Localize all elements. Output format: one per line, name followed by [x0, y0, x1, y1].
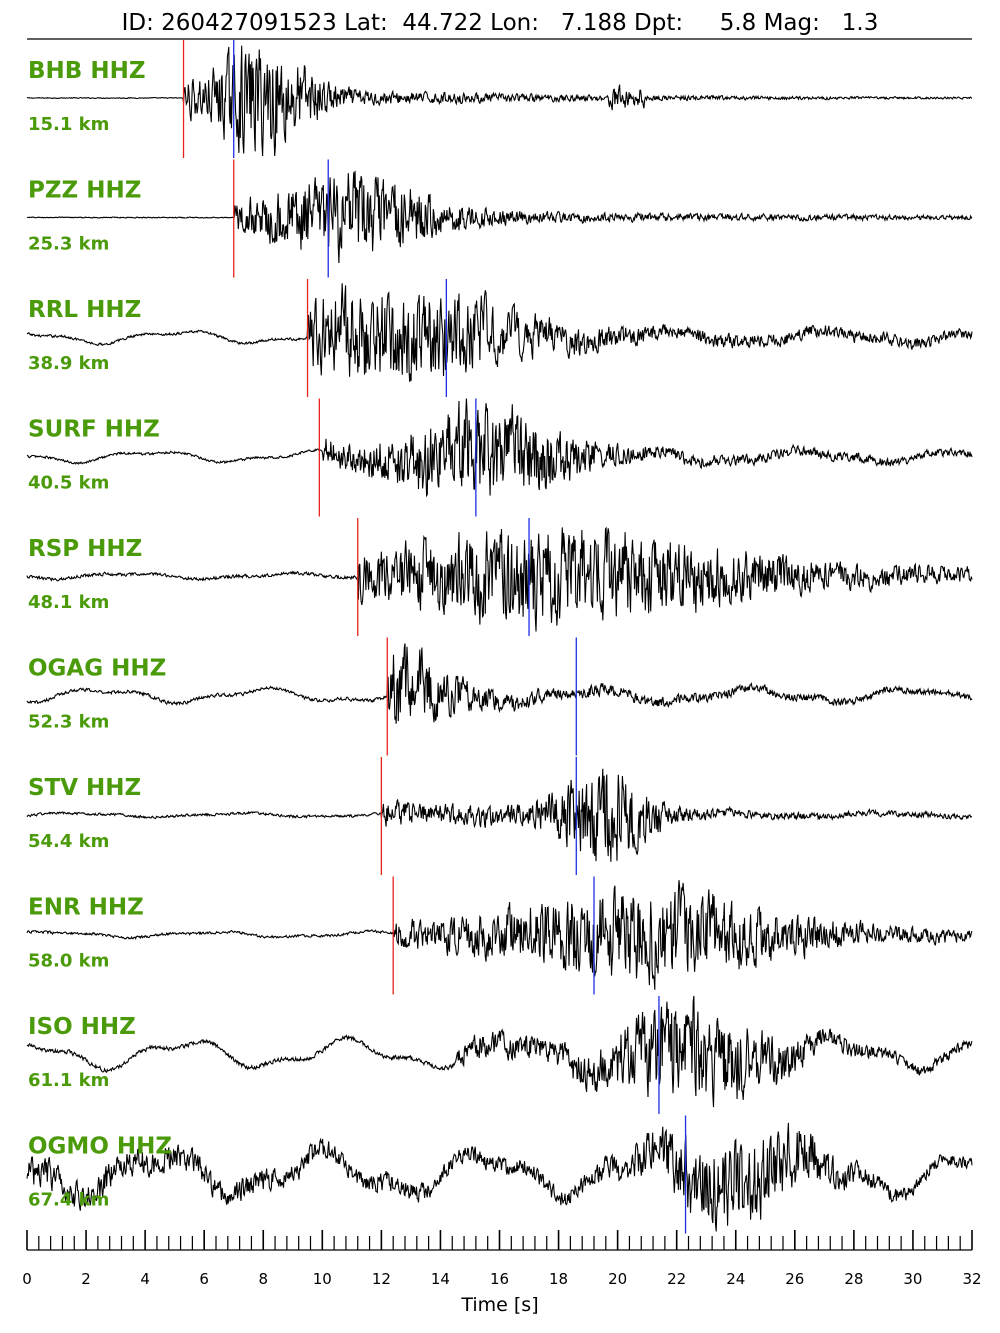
distance-label: 15.1 km	[28, 114, 109, 135]
x-tick-label: 8	[258, 1270, 268, 1288]
trace-panel-surf: SURF HHZ 40.5 km	[26, 398, 973, 517]
waveform-iso	[26, 995, 973, 1108]
x-tick-label: 2	[81, 1270, 91, 1288]
x-tick-label: 22	[667, 1270, 686, 1288]
trace-panel-rrl: RRL HHZ 38.9 km	[26, 279, 973, 397]
trace-panel-iso: ISO HHZ 61.1 km	[26, 995, 973, 1114]
x-tick-label: 12	[372, 1270, 391, 1288]
x-tick-label: 16	[490, 1270, 509, 1288]
x-tick-label: 6	[199, 1270, 209, 1288]
x-tick-label: 10	[313, 1270, 332, 1288]
distance-label: 54.4 km	[28, 831, 109, 852]
waveform-pzz	[26, 170, 973, 264]
distance-label: 67.4 km	[28, 1190, 109, 1211]
x-tick-label: 20	[608, 1270, 627, 1288]
trace-panel-rsp: RSP HHZ 48.1 km	[26, 518, 973, 636]
trace-panel-ogag: OGAG HHZ 52.3 km	[26, 637, 973, 756]
time-axis: 0 2 4 6 8 10 12 14 16 18 20 22 24 26 28 30 32	[22, 1230, 982, 1288]
distance-label: 58.0 km	[28, 951, 109, 972]
event-title: ID: 260427091523 Lat: 44.722 Lon: 7.188 …	[122, 10, 879, 36]
distance-label: 25.3 km	[28, 234, 109, 255]
distance-label: 48.1 km	[28, 592, 109, 613]
x-tick-label: 18	[549, 1270, 568, 1288]
x-tick-label: 14	[431, 1270, 450, 1288]
waveform-stv	[26, 768, 972, 862]
waveform-bhb	[26, 45, 972, 157]
station-label: OGAG HHZ	[28, 656, 166, 682]
trace-panel-stv: STV HHZ 54.4 km	[26, 757, 972, 875]
station-label: BHB HHZ	[28, 58, 146, 84]
station-label: PZZ HHZ	[28, 178, 141, 204]
x-tick-label: 0	[22, 1270, 32, 1288]
distance-label: 61.1 km	[28, 1070, 109, 1091]
trace-panel-enr: ENR HHZ 58.0 km	[26, 876, 973, 995]
x-tick-label: 4	[140, 1270, 150, 1288]
trace-panel-pzz: PZZ HHZ 25.3 km	[26, 159, 973, 278]
waveform-ogmo	[26, 1122, 973, 1232]
waveform-rrl	[26, 283, 973, 382]
waveform-enr	[26, 880, 973, 990]
x-tick-label: 26	[785, 1270, 804, 1288]
distance-label: 38.9 km	[28, 353, 109, 374]
distance-label: 40.5 km	[28, 473, 109, 494]
trace-panels: BHB HHZ 15.1 km PZZ HHZ 25.3 km RRL HHZ 38.9 …	[26, 40, 973, 1234]
station-label: RSP HHZ	[28, 536, 142, 562]
station-label: SURF HHZ	[28, 417, 160, 443]
x-tick-label: 24	[726, 1270, 745, 1288]
station-label: ISO HHZ	[28, 1014, 136, 1040]
trace-panel-ogmo: OGMO HHZ 67.4 km	[26, 1115, 973, 1234]
station-label: STV HHZ	[28, 775, 141, 801]
x-tick-label: 28	[844, 1270, 863, 1288]
station-label: ENR HHZ	[28, 895, 144, 921]
station-label: RRL HHZ	[28, 297, 141, 323]
waveform-rsp	[26, 526, 973, 632]
x-tick-label: 32	[962, 1270, 981, 1288]
station-label: OGMO HHZ	[28, 1134, 172, 1160]
trace-panel-bhb: BHB HHZ 15.1 km	[26, 40, 972, 158]
waveform-ogag	[26, 643, 973, 724]
distance-label: 52.3 km	[28, 712, 109, 733]
waveform-surf	[26, 398, 973, 498]
x-axis-label: Time [s]	[460, 1294, 538, 1316]
x-tick-label: 30	[903, 1270, 922, 1288]
